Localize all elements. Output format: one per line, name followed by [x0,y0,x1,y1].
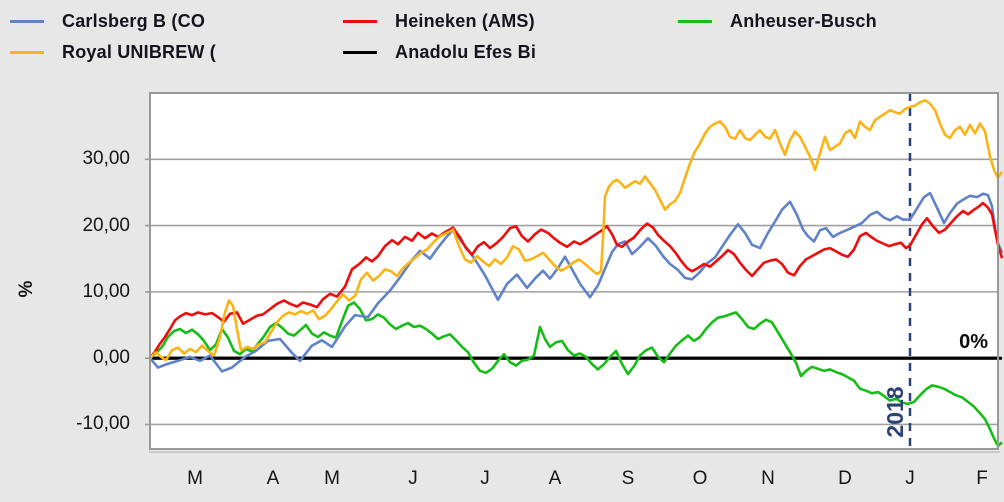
legend-label-royal-unibrew: Royal UNIBREW ( [62,41,217,62]
anadolu-efes-line-swatch [343,50,377,54]
legend-label-carlsberg: Carlsberg B (CO [62,10,206,31]
y-tick-label-10: 10,00 [82,280,130,302]
anheuser-busch-line-swatch [678,19,712,23]
y-tick-label-20: 20,00 [82,214,130,236]
x-tick-label-7: O [692,468,708,489]
carlsberg-line-swatch [10,19,44,23]
x-tick-label-10: J [905,468,915,489]
x-tick-label-8: N [761,468,775,489]
legend-item-royal-unibrew: Royal UNIBREW ( [10,39,216,65]
zero-percent-label: 0% [959,331,988,353]
year-2018-label: 2018 [882,386,908,438]
y-tick-label-0: 0,00 [93,347,130,369]
x-tick-label-6: S [621,468,635,489]
x-tick-label-1: A [266,468,280,489]
legend-label-heineken: Heineken (AMS) [395,10,535,31]
x-tick-label-3: J [408,468,418,489]
y-tick-label-30: 30,00 [82,148,130,170]
legend-label-anadolu-efes: Anadolu Efes Bi [395,41,537,62]
y-tick-label--10: -10,00 [76,413,130,435]
series-line-royal-unibrew [149,99,1004,362]
chart-legend: Carlsberg B (CO Heineken (AMS) Anheuser-… [0,0,1004,86]
x-tick-label-0: M [187,468,203,489]
x-tick-label-4: J [480,468,490,489]
heineken-line-swatch [343,19,377,23]
legend-label-anheuser-busch: Anheuser-Busch [730,10,877,31]
x-tick-label-5: A [548,468,562,489]
series-line-carlsberg-b-co [149,191,1004,373]
legend-item-anheuser-busch: Anheuser-Busch [678,8,877,34]
legend-item-anadolu-efes: Anadolu Efes Bi [343,39,536,65]
series-line-anheuser-busch [149,301,1003,448]
x-tick-label-11: F [976,468,988,489]
legend-item-carlsberg: Carlsberg B (CO [10,8,205,34]
legend-item-heineken: Heineken (AMS) [343,8,535,34]
plot-border [149,92,999,450]
x-tick-label-2: M [324,468,340,489]
x-tick-label-9: D [838,468,852,489]
royal-unibrew-line-swatch [10,50,44,54]
